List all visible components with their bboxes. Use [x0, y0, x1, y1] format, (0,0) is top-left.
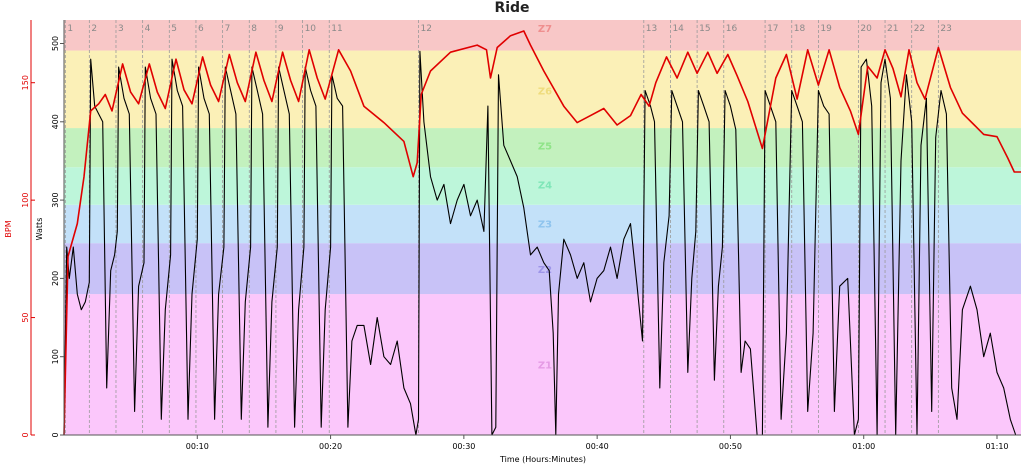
- interval-label-20: 20: [860, 24, 872, 34]
- zone-label-z1: Z1: [538, 361, 552, 372]
- interval-label-13: 13: [646, 24, 657, 34]
- zone-band-z7: [64, 20, 1021, 51]
- interval-label-23: 23: [940, 24, 951, 34]
- interval-label-10: 10: [305, 24, 317, 34]
- interval-label-1: 1: [67, 24, 73, 34]
- watts-tick-label: 0: [51, 432, 60, 437]
- watts-axis-title: Watts: [35, 218, 44, 241]
- interval-label-14: 14: [672, 24, 684, 34]
- bpm-tick-label: 150: [21, 75, 30, 90]
- interval-label-19: 19: [820, 24, 832, 34]
- zone-label-z4: Z4: [538, 180, 552, 191]
- zone-label-z2: Z2: [538, 265, 552, 276]
- watts-tick-label: 100: [51, 349, 60, 364]
- interval-label-12: 12: [421, 24, 432, 34]
- interval-label-3: 3: [118, 24, 124, 34]
- x-tick-label: 00:30: [452, 442, 475, 451]
- axes: 0 100 200 300 400 500 0 50 100 150 00:10 00:20 00:30…: [21, 20, 1021, 451]
- zone-bands: [64, 20, 1021, 435]
- interval-label-7: 7: [225, 24, 231, 34]
- zone-band-z4: [64, 167, 1021, 205]
- series-bpm-line: [63, 30, 1021, 436]
- interval-label-9: 9: [278, 24, 284, 34]
- zone-label-z3: Z3: [538, 220, 552, 231]
- zone-band-z1: [64, 294, 1021, 435]
- zone-label-z5: Z5: [538, 141, 552, 152]
- bpm-axis-title: BPM: [4, 220, 13, 237]
- series-watts-line: [63, 50, 1021, 436]
- x-tick-label: 01:00: [852, 442, 875, 451]
- bpm-tick-label: 50: [21, 312, 30, 322]
- interval-label-6: 6: [198, 24, 204, 34]
- x-tick-label: 00:50: [719, 442, 742, 451]
- interval-label-21: 21: [887, 24, 898, 34]
- watts-tick-label: 400: [51, 114, 60, 129]
- x-tick-label: 00:10: [186, 442, 209, 451]
- watts-tick-label: 200: [51, 271, 60, 286]
- interval-label-8: 8: [251, 24, 257, 34]
- interval-label-11: 11: [331, 24, 342, 34]
- x-tick-label: 01:10: [985, 442, 1008, 451]
- zone-label-z7: Z7: [538, 24, 552, 35]
- zone-band-z5: [64, 128, 1021, 168]
- series-layer: [63, 30, 1021, 436]
- interval-label-15: 15: [699, 24, 710, 34]
- interval-label-17: 17: [767, 24, 778, 34]
- x-tick-label: 00:20: [319, 442, 342, 451]
- chart-title: Ride: [494, 0, 530, 16]
- zone-label-z6: Z6: [538, 86, 552, 97]
- interval-label-2: 2: [91, 24, 97, 34]
- interval-label-4: 4: [145, 24, 151, 34]
- watts-tick-label: 500: [51, 36, 60, 51]
- zone-labels: Z1 Z2 Z3 Z4 Z5 Z6 Z7: [538, 24, 552, 372]
- interval-label-5: 5: [171, 24, 177, 34]
- interval-label-18: 18: [794, 24, 806, 34]
- watts-tick-label: 300: [51, 192, 60, 207]
- bpm-tick-label: 0: [21, 432, 30, 437]
- x-axis-title: Time (Hours:Minutes): [499, 455, 586, 464]
- interval-label-22: 22: [914, 24, 925, 34]
- x-tick-label: 00:40: [586, 442, 609, 451]
- bpm-tick-label: 100: [21, 192, 30, 207]
- interval-label-16: 16: [726, 24, 738, 34]
